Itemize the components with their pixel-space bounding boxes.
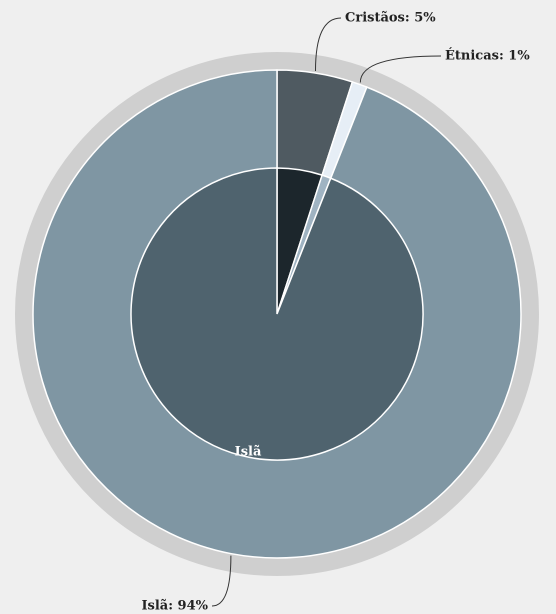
- chart: Cristãos: 5% Étnicas: 1% Islã: 94% Islã: [0, 0, 556, 614]
- page: {"chart_data": {"type": "pie", "categori…: [0, 0, 556, 614]
- inner-slice: [131, 168, 423, 460]
- data-label: Islã: 94%: [141, 599, 208, 614]
- data-label: Étnicas: 1%: [445, 48, 530, 64]
- inner-label: Islã: [235, 445, 262, 460]
- data-label: Cristãos: 5%: [345, 11, 436, 26]
